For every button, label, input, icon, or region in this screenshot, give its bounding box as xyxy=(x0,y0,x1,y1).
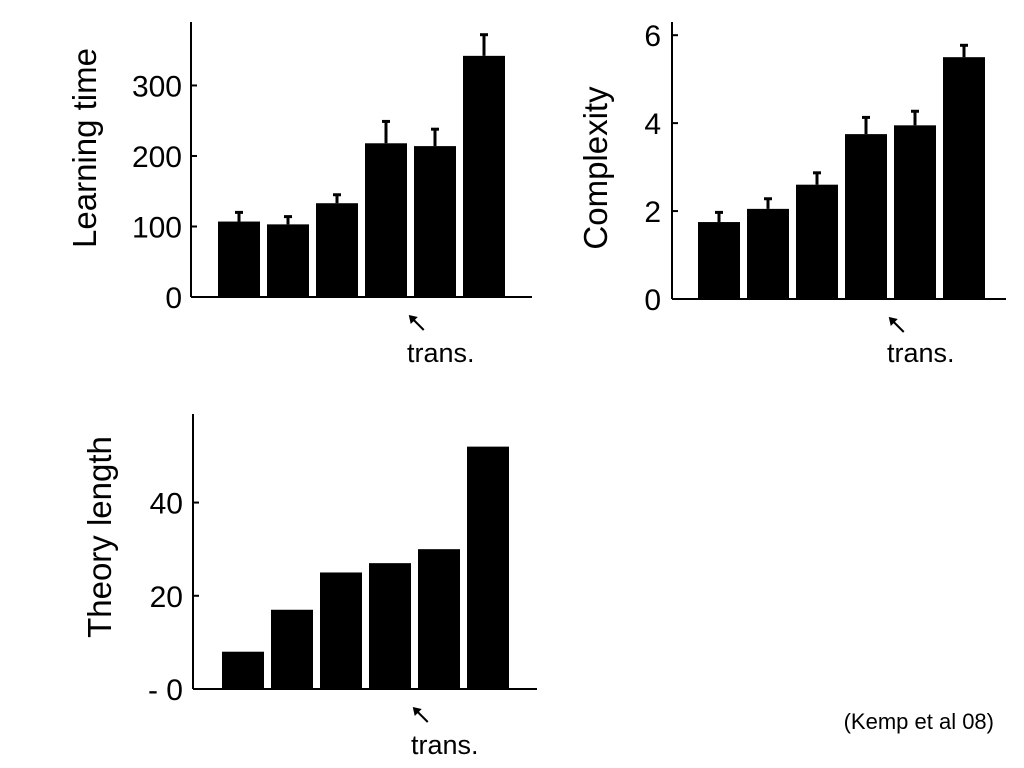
y-tick-label: 40 xyxy=(150,488,183,521)
y-tick-label: 2 xyxy=(644,196,661,229)
y-tick-label: 0 xyxy=(165,282,182,315)
y-tick-label: 20 xyxy=(150,581,183,614)
bar xyxy=(414,146,456,297)
bar xyxy=(222,651,264,689)
bar xyxy=(271,609,313,689)
y-axis-title: Learning time xyxy=(66,48,103,248)
annotation-label: trans. xyxy=(411,730,479,760)
bar xyxy=(894,125,936,299)
bar xyxy=(365,143,407,297)
y-tick-label: 4 xyxy=(644,108,661,141)
bar xyxy=(747,208,789,299)
bar xyxy=(467,446,509,689)
y-tick-label: 200 xyxy=(132,141,182,174)
bar xyxy=(316,203,358,297)
bar xyxy=(463,55,505,297)
y-tick-label: 300 xyxy=(132,70,182,103)
bar xyxy=(796,184,838,299)
arrowhead-icon xyxy=(408,315,418,324)
y-tick-label: - 0 xyxy=(148,674,183,707)
y-axis-title: Complexity xyxy=(577,86,614,250)
y-tick-label: 0 xyxy=(644,284,661,317)
citation-caption: (Kemp et al 08) xyxy=(843,709,994,734)
annotation-label: trans. xyxy=(887,338,955,368)
bar xyxy=(943,57,985,299)
bar xyxy=(698,222,740,299)
y-tick-label: 100 xyxy=(132,211,182,244)
bar xyxy=(418,549,460,689)
chart-panel-3: - 0 20 40 Theory length trans. xyxy=(81,414,537,760)
y-axis-title: Theory length xyxy=(81,436,118,638)
bar xyxy=(267,224,309,297)
bar xyxy=(845,134,887,299)
annotation-label: trans. xyxy=(407,338,475,368)
chart-panel-2: 0 2 4 6 Complexity trans. xyxy=(577,20,1006,368)
bar xyxy=(369,563,411,689)
y-tick-label: 6 xyxy=(644,20,661,53)
bar xyxy=(320,572,362,689)
chart-panel-1: 0 100 200 300 Learning time trans. xyxy=(66,22,532,368)
arrowhead-icon xyxy=(888,317,898,326)
arrowhead-icon xyxy=(412,707,422,716)
bar xyxy=(218,221,260,297)
